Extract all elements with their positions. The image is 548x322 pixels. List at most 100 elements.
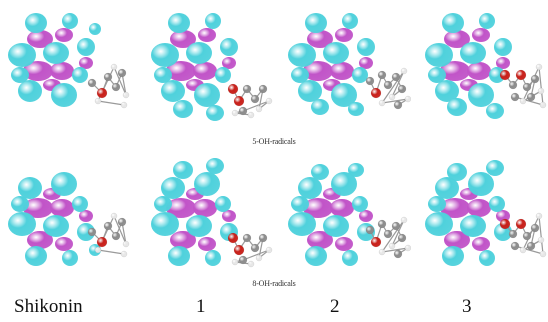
atom-sphere [377,219,387,229]
atom-sphere [87,78,97,88]
orbital-lobe-positive [215,67,231,83]
orbital-lobe-negative [359,210,373,222]
orbital-lobe-negative [496,57,510,69]
panel-8oh-compound-1 [137,148,274,293]
atom-sphere [515,69,527,81]
orbital-lobe-positive [89,23,101,35]
bond-stick [242,100,270,112]
atom-sphere [103,221,113,231]
orbital-lobe-positive [168,13,190,33]
orbital-lobe-positive [206,158,224,174]
row-caption-5oh: 5-OH-radicals [252,137,296,146]
atom-sphere [391,72,401,82]
orbital-lobe-positive [194,172,220,196]
bond-stick [538,66,544,106]
orbital-lobe-negative [198,28,216,42]
panel-8oh-compound-2 [274,148,411,293]
atom-sphere [404,244,411,252]
orbital-lobe-negative [467,199,491,217]
orbital-lobe-negative [193,62,217,80]
orbital-lobe-positive [435,177,459,199]
atom-sphere [111,82,121,92]
atom-sphere [242,84,252,94]
orbital-lobe-positive [173,161,193,179]
orbital-lobe-positive [168,246,190,266]
orbital-lobe-positive [352,67,368,83]
orbital-lobe-positive [305,13,327,33]
orbital-lobe-positive [18,177,42,199]
orbital-lobe-negative [55,237,73,251]
atom-sphere [388,93,396,101]
orbital-lobe-positive [447,98,467,116]
orbital-lobe-negative [50,62,74,80]
panel-8oh-compound-3 [411,148,548,293]
atom-sphere [404,95,411,103]
molecule-rendering [425,160,547,266]
panel-8oh-shikonin [0,148,137,293]
molecule-rendering [288,13,411,116]
atom-sphere [96,87,108,99]
atom-sphere [117,68,127,78]
atom-sphere [526,92,536,102]
orbital-lobe-positive [486,103,504,119]
orbital-lobe-negative [444,231,470,249]
bond-stick [514,96,544,106]
atom-sphere [522,231,532,241]
orbital-lobe-positive [468,83,494,107]
orbital-lobe-positive [298,177,322,199]
panel-5oh-shikonin [0,5,137,150]
orbital-lobe-negative [335,237,353,251]
orbital-lobe-negative [50,199,74,217]
molecule-rendering [288,163,411,266]
orbital-lobe-positive [425,212,453,236]
orbital-lobe-positive [442,246,464,266]
atom-sphere [250,243,260,253]
orbital-lobe-positive [77,38,95,56]
atom-sphere [94,246,102,254]
atom-sphere [120,101,128,109]
atom-sphere [499,218,511,230]
orbital-lobe-negative [55,28,73,42]
orbital-lobe-negative [496,210,510,222]
atom-sphere [110,212,118,220]
orbital-lobe-positive [151,43,179,67]
orbital-lobe-positive [173,100,193,118]
orbital-lobe-positive [8,212,36,236]
atom-sphere [122,240,130,248]
bond-stick [522,66,540,102]
orbital-lobe-negative [467,62,491,80]
atom-sphere [519,246,527,254]
orbital-lobe-positive [311,99,329,115]
orbital-lobe-negative [330,199,354,217]
orbital-lobe-positive [435,80,459,102]
orbital-lobe-positive [468,172,494,196]
orbital-lobe-positive [161,177,185,199]
atom-sphere [537,236,545,244]
bond-stick [514,245,544,255]
orbital-lobe-positive [311,164,329,180]
molecule-rendering [151,13,273,121]
orbital-lobe-positive [331,172,357,196]
orbital-lobe-positive [291,67,309,83]
atom-sphere [258,84,268,94]
orbital-lobe-negative [444,30,470,48]
orbital-lobe-positive [479,13,495,29]
atom-sphere [120,250,128,258]
orbital-lobe-positive [51,83,77,107]
bond-stick [391,70,405,98]
orbital-lobe-positive [205,13,221,29]
atom-sphere [87,227,97,237]
atom-sphere [117,217,127,227]
orbital-lobe-negative [472,28,490,42]
orbital-lobe-positive [288,212,316,236]
atom-sphere [258,233,268,243]
orbital-lobe-negative [23,61,53,81]
atom-sphere [255,105,263,113]
atom-sphere [383,80,393,90]
atom-sphere [103,72,113,82]
bond-stick [522,215,540,251]
atom-sphere [508,229,518,239]
orbital-lobe-positive [442,13,464,33]
atom-sphere [265,246,273,254]
